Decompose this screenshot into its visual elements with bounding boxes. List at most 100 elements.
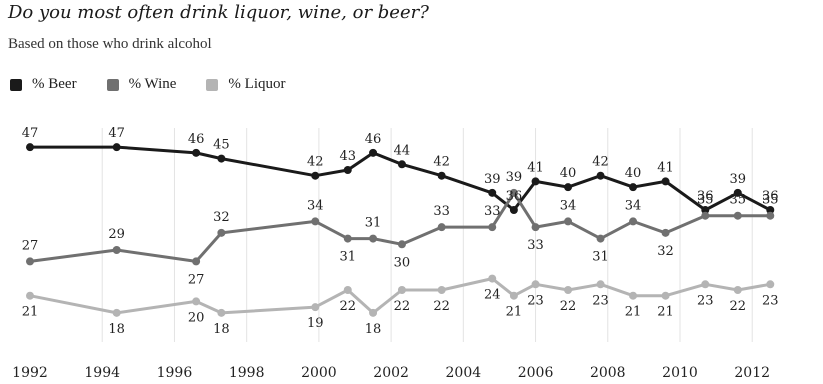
legend-label-beer: % Beer xyxy=(32,76,77,92)
data-point-liquor xyxy=(26,291,34,300)
data-point-wine xyxy=(397,240,406,249)
data-point-wine xyxy=(564,217,573,226)
series-points xyxy=(26,143,775,317)
data-label-liquor: 18 xyxy=(108,322,125,337)
chart-subtitle: Based on those who drink alcohol xyxy=(8,36,212,52)
data-label-beer: 44 xyxy=(394,143,411,158)
data-label-liquor: 21 xyxy=(657,305,674,320)
data-label-beer: 45 xyxy=(213,138,230,153)
data-point-wine xyxy=(629,217,638,226)
data-label-beer: 36 xyxy=(697,189,714,204)
data-point-liquor xyxy=(343,286,352,294)
legend-item-beer: % Beer xyxy=(10,76,77,93)
data-point-wine xyxy=(596,234,605,243)
data-label-wine: 32 xyxy=(213,210,230,225)
legend-item-liquor: % Liquor xyxy=(206,76,286,93)
data-label-beer: 42 xyxy=(592,155,609,170)
x-tick-label-1992: 1992 xyxy=(12,365,48,381)
data-label-wine: 35 xyxy=(762,193,779,208)
data-label-wine: 34 xyxy=(560,198,577,213)
data-label-liquor: 19 xyxy=(307,316,324,331)
data-point-beer xyxy=(369,148,378,157)
data-point-liquor xyxy=(564,286,573,294)
data-point-liquor xyxy=(192,297,201,306)
legend-item-wine: % Wine xyxy=(106,76,176,93)
data-label-wine: 30 xyxy=(394,255,411,270)
data-label-liquor: 18 xyxy=(213,322,230,337)
data-point-wine xyxy=(733,211,742,220)
data-point-wine xyxy=(701,211,710,220)
data-point-liquor xyxy=(661,291,670,300)
data-point-beer xyxy=(397,160,406,169)
x-tick-label-2006: 2006 xyxy=(518,365,554,381)
data-label-beer: 46 xyxy=(188,132,205,147)
data-label-wine: 32 xyxy=(657,244,674,259)
data-point-wine xyxy=(437,223,446,232)
data-point-beer xyxy=(531,177,540,186)
x-tick-label-2000: 2000 xyxy=(301,365,337,381)
data-label-wine: 33 xyxy=(433,204,450,219)
data-point-liquor xyxy=(112,308,121,317)
data-label-liquor: 23 xyxy=(592,293,609,308)
data-label-wine: 31 xyxy=(592,250,609,265)
data-label-liquor: 23 xyxy=(762,293,779,308)
data-point-liquor xyxy=(766,280,775,289)
data-point-wine xyxy=(488,223,497,232)
data-label-beer: 36 xyxy=(506,189,523,204)
data-label-liquor: 23 xyxy=(527,293,544,308)
data-point-liquor xyxy=(437,286,446,294)
data-point-wine xyxy=(766,211,775,220)
data-point-wine xyxy=(112,246,121,254)
legend-label-liquor: % Liquor xyxy=(228,76,286,92)
x-tick-label-1994: 1994 xyxy=(84,365,120,381)
data-label-liquor: 22 xyxy=(433,299,450,314)
data-label-beer: 47 xyxy=(108,126,125,141)
data-point-wine xyxy=(217,228,226,237)
data-label-beer: 39 xyxy=(484,172,501,187)
data-label-beer: 42 xyxy=(307,155,324,170)
data-point-liquor xyxy=(733,286,742,294)
data-point-wine xyxy=(509,188,518,197)
data-label-wine: 31 xyxy=(340,250,357,265)
data-labels: 47 47 46 45 42 43 46 44 42 39 36 41 40 42 40 41 36 39 36 27… xyxy=(22,126,779,337)
x-tick-label-2004: 2004 xyxy=(446,365,482,381)
data-point-liquor xyxy=(369,308,378,317)
data-point-beer xyxy=(629,183,638,192)
data-point-beer xyxy=(311,171,320,180)
data-point-beer xyxy=(661,177,670,186)
data-point-liquor xyxy=(629,291,638,300)
data-point-beer xyxy=(701,206,710,214)
data-label-wine: 34 xyxy=(307,198,324,213)
data-label-beer: 41 xyxy=(657,160,674,175)
data-point-beer xyxy=(437,171,446,180)
data-label-wine: 33 xyxy=(527,238,544,253)
data-point-wine xyxy=(369,234,378,243)
data-label-wine: 35 xyxy=(730,193,747,208)
x-tick-label-2012: 2012 xyxy=(734,365,770,381)
data-label-beer: 41 xyxy=(527,160,544,175)
data-label-wine: 29 xyxy=(108,227,125,242)
data-point-liquor xyxy=(531,280,540,289)
chart-title: Do you most often drink liquor, wine, or… xyxy=(8,2,429,23)
data-point-wine xyxy=(661,228,670,237)
data-point-beer xyxy=(509,206,518,214)
data-label-wine: 27 xyxy=(188,272,205,287)
data-label-liquor: 21 xyxy=(22,305,39,320)
data-point-beer xyxy=(192,148,201,157)
data-label-liquor: 21 xyxy=(625,305,642,320)
data-point-liquor xyxy=(509,291,518,300)
vertical-gridlines xyxy=(101,128,753,342)
data-label-beer: 40 xyxy=(625,166,642,181)
data-label-beer: 39 xyxy=(730,172,747,187)
x-tick-label-2010: 2010 xyxy=(662,365,698,381)
data-point-liquor xyxy=(217,308,226,317)
data-point-beer xyxy=(26,143,34,152)
data-point-liquor xyxy=(311,303,320,312)
data-label-beer: 43 xyxy=(340,149,357,164)
data-point-beer xyxy=(488,188,497,197)
legend-swatch-beer xyxy=(10,78,22,91)
x-tick-label-2008: 2008 xyxy=(590,365,626,381)
data-point-wine xyxy=(192,257,201,266)
x-tick-label-1998: 1998 xyxy=(229,365,265,381)
data-point-wine xyxy=(343,234,352,243)
